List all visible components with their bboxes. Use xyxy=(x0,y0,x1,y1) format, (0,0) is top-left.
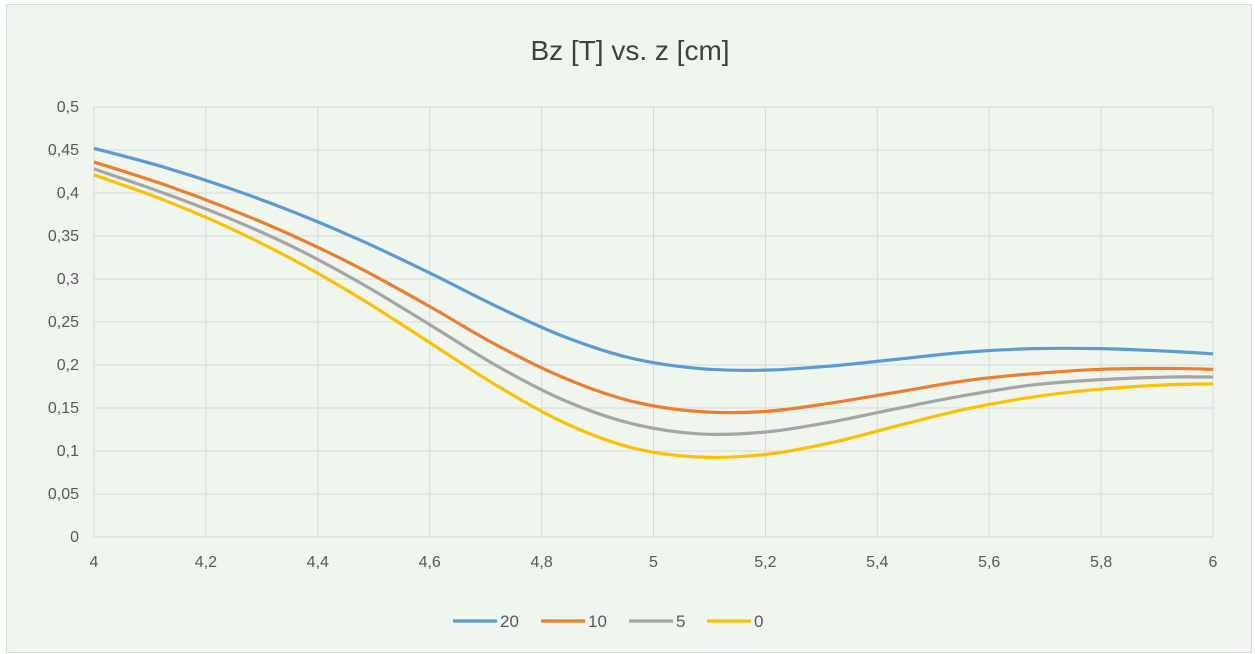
chart-area: Bz [T] vs. z [cm] 0 0,05 0,1 0,15 0,2 0,25 0,3… xyxy=(6,4,1252,653)
y-tick-label: 0,3 xyxy=(57,271,79,288)
line-chart: 0 0,05 0,1 0,15 0,2 0,25 0,3 0,35 0,4 0,45 0,5 4 4,… xyxy=(48,99,1218,631)
y-tick-label: 0,15 xyxy=(48,400,79,417)
y-tick-label: 0,25 xyxy=(48,314,79,331)
x-tick-label: 5,8 xyxy=(1090,554,1112,571)
series-line-0 xyxy=(93,173,1214,460)
gridlines xyxy=(93,106,1214,538)
legend-label-10: 10 xyxy=(588,612,607,631)
legend-label-5: 5 xyxy=(676,612,685,631)
x-tick-label: 5,6 xyxy=(978,554,1000,571)
y-tick-label: 0,35 xyxy=(48,228,79,245)
x-tick-label: 5 xyxy=(649,554,658,571)
legend-label-0: 0 xyxy=(754,612,763,631)
legend: 20 10 5 0 xyxy=(453,612,763,631)
series-line-10 xyxy=(93,160,1214,415)
y-tick-label: 0,4 xyxy=(57,185,79,202)
x-tick-label: 4,6 xyxy=(419,554,441,571)
y-tick-label: 0,2 xyxy=(57,357,79,374)
x-tick-label: 4 xyxy=(90,554,99,571)
x-tick-label: 4,8 xyxy=(530,554,552,571)
y-tick-label: 0,05 xyxy=(48,486,79,503)
series-lines xyxy=(93,146,1214,460)
series-line-5 xyxy=(93,167,1214,437)
chart-title: Bz [T] vs. z [cm] xyxy=(530,35,730,66)
x-tick-label: 6 xyxy=(1209,554,1218,571)
legend-label-20: 20 xyxy=(500,612,519,631)
x-tick-label: 4,4 xyxy=(307,554,329,571)
y-tick-label: 0,5 xyxy=(57,99,79,116)
x-tick-label: 5,2 xyxy=(754,554,776,571)
y-tick-label: 0 xyxy=(70,529,79,546)
x-tick-label: 5,4 xyxy=(866,554,888,571)
y-tick-label: 0,45 xyxy=(48,142,79,159)
series-line-20 xyxy=(93,146,1214,372)
y-tick-label: 0,1 xyxy=(57,443,79,460)
y-axis-ticks: 0 0,05 0,1 0,15 0,2 0,25 0,3 0,35 0,4 0,45 0,5 xyxy=(48,99,79,546)
x-axis-ticks: 4 4,2 4,4 4,6 4,8 5 5,2 5,4 5,6 5,8 6 xyxy=(90,554,1218,571)
x-tick-label: 4,2 xyxy=(195,554,217,571)
